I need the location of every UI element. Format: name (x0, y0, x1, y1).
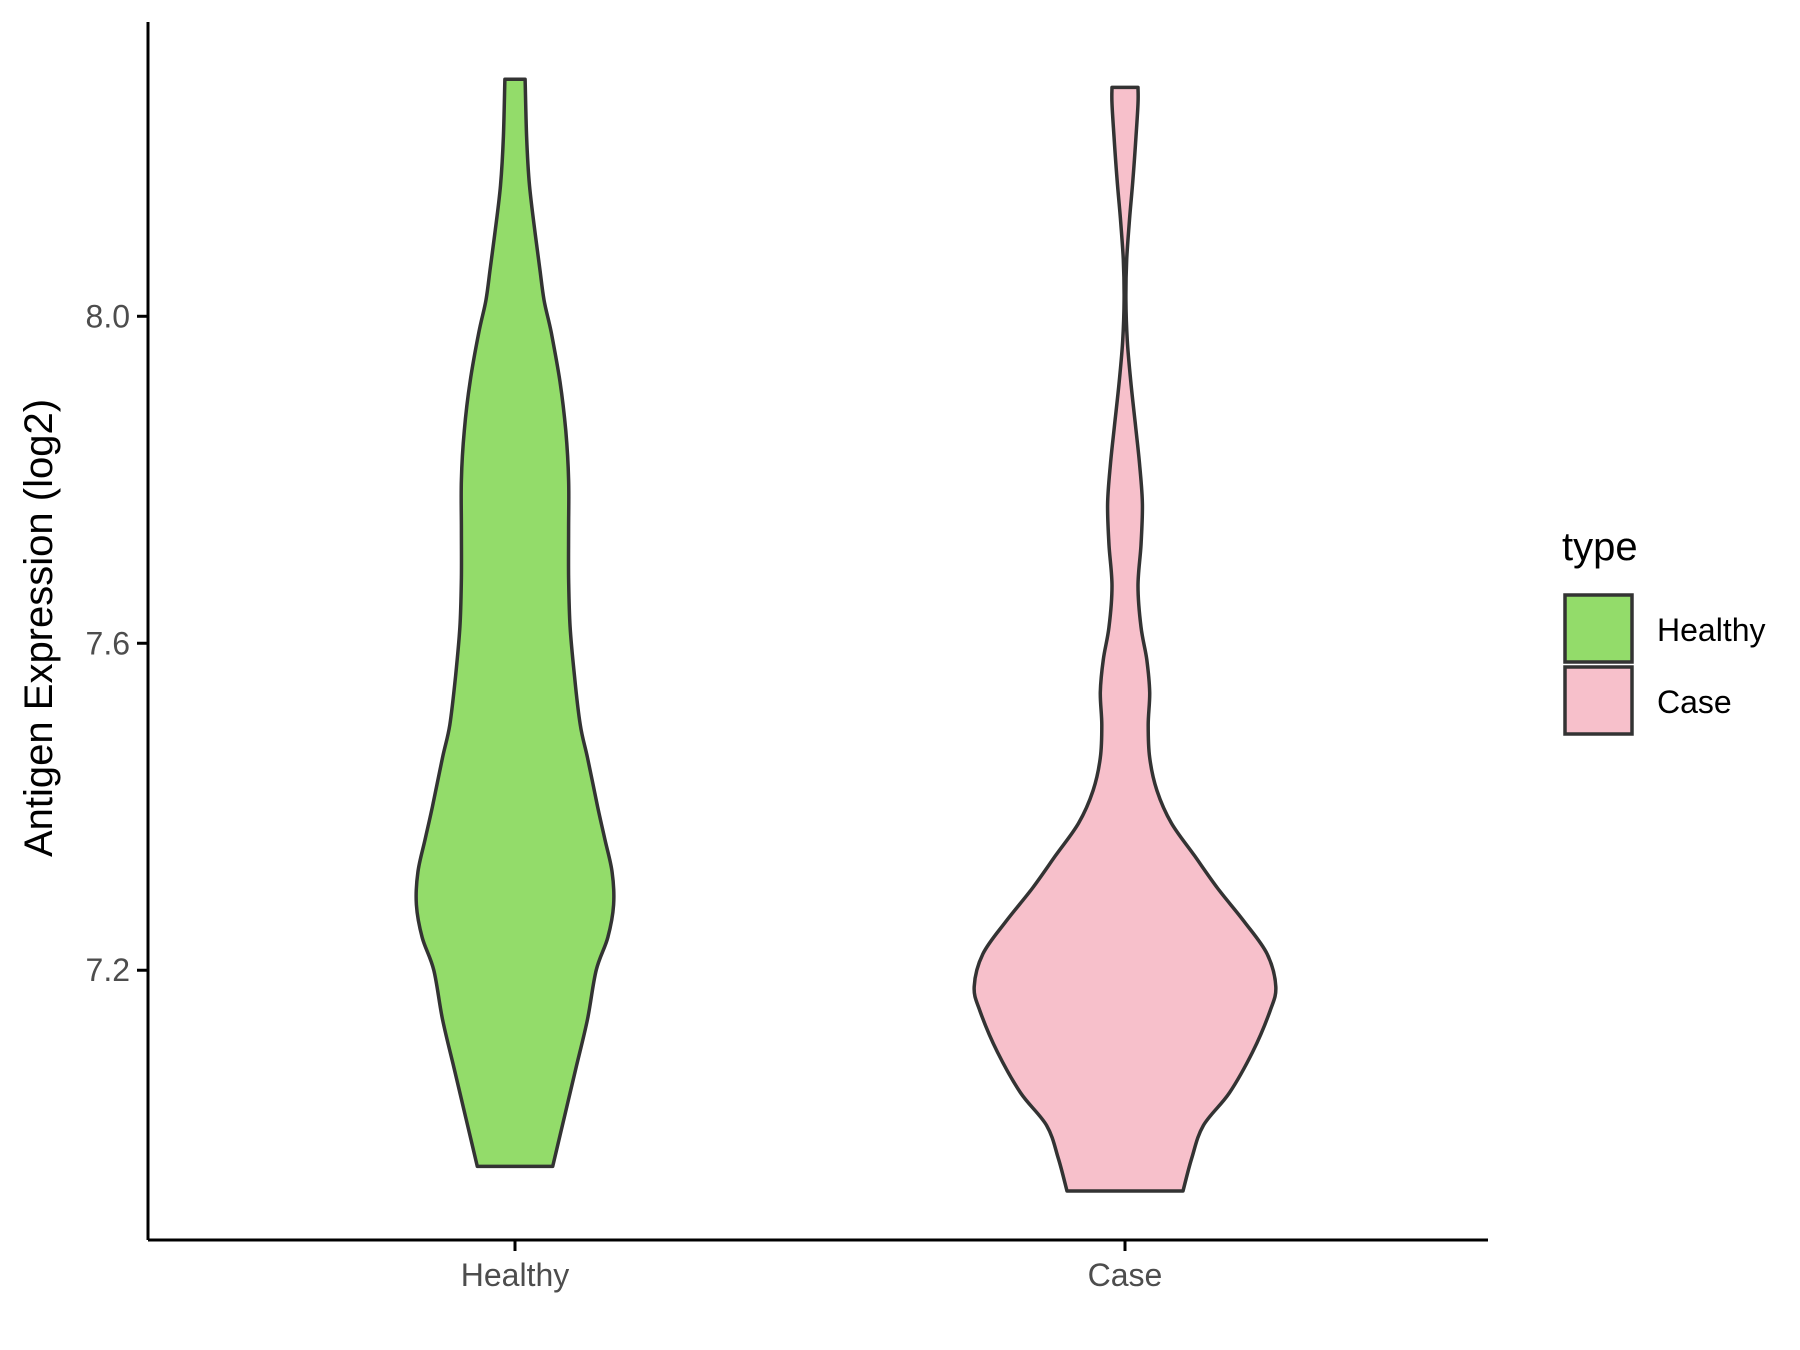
y-tick-label: 7.6 (86, 625, 130, 661)
violin-healthy (414, 77, 616, 1169)
y-tick-label: 7.2 (86, 952, 130, 988)
legend-label: Case (1657, 684, 1732, 720)
violin-layer (414, 77, 1278, 1193)
violin-case (972, 85, 1278, 1193)
legend-swatch-case (1563, 665, 1634, 736)
y-tick-label: 8.0 (86, 298, 130, 334)
y-axis-ticks: 7.2 7.6 8.0 (86, 298, 148, 988)
axes: 7.2 7.6 8.0 Healthy Case (86, 22, 1488, 1293)
legend-label: Healthy (1657, 612, 1766, 648)
legend-entries: Healthy Case (1563, 593, 1766, 736)
legend-swatch-healthy (1563, 593, 1634, 664)
x-tick-label: Case (1088, 1257, 1163, 1293)
legend: type Healthy Case (1562, 525, 1766, 736)
x-axis-ticks: Healthy Case (461, 1240, 1163, 1293)
legend-title: type (1562, 525, 1638, 569)
x-tick-label: Healthy (461, 1257, 570, 1293)
y-axis-title: Antigen Expression (log2) (17, 399, 61, 857)
